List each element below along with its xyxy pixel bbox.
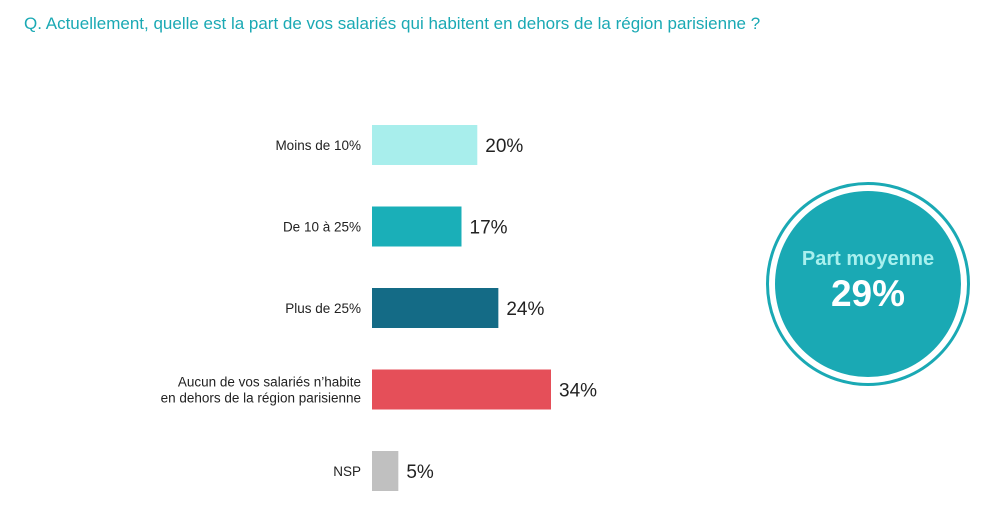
bar-1: [372, 206, 462, 247]
category-label-line: Moins de 10%: [275, 138, 361, 153]
average-badge-label: Part moyenne: [801, 247, 935, 270]
category-label-line: NSP: [333, 464, 361, 479]
question-title: Q. Actuellement, quelle est la part de v…: [24, 14, 761, 33]
bar-0: [372, 125, 478, 165]
category-label-2: Plus de 25%: [285, 301, 361, 316]
category-label-line: en dehors de la région parisienne: [161, 391, 361, 406]
bar-value-label-0: 20%: [485, 136, 523, 157]
bar-4: [372, 451, 399, 491]
bar-value-label-2: 24%: [506, 299, 544, 320]
average-badge-value: 29%: [830, 272, 906, 314]
bar-value-label-4: 5%: [406, 462, 434, 483]
bar-value-label-3: 34%: [559, 381, 597, 402]
average-badge: Part moyenne 29%: [766, 182, 970, 386]
bar-value-label-1: 17%: [470, 218, 508, 239]
category-label-3: Aucun de vos salariés n’habite en dehors …: [161, 375, 361, 406]
average-badge-fill: Part moyenne 29%: [775, 191, 961, 377]
category-label-1: De 10 à 25%: [283, 220, 361, 235]
bar-3: [372, 369, 551, 410]
category-label-4: NSP: [333, 464, 361, 479]
category-label-0: Moins de 10%: [275, 138, 361, 153]
category-label-line: De 10 à 25%: [283, 220, 361, 235]
category-label-line: Aucun de vos salariés n’habite: [178, 375, 361, 390]
category-label-line: Plus de 25%: [285, 301, 361, 316]
bar-2: [372, 288, 499, 328]
